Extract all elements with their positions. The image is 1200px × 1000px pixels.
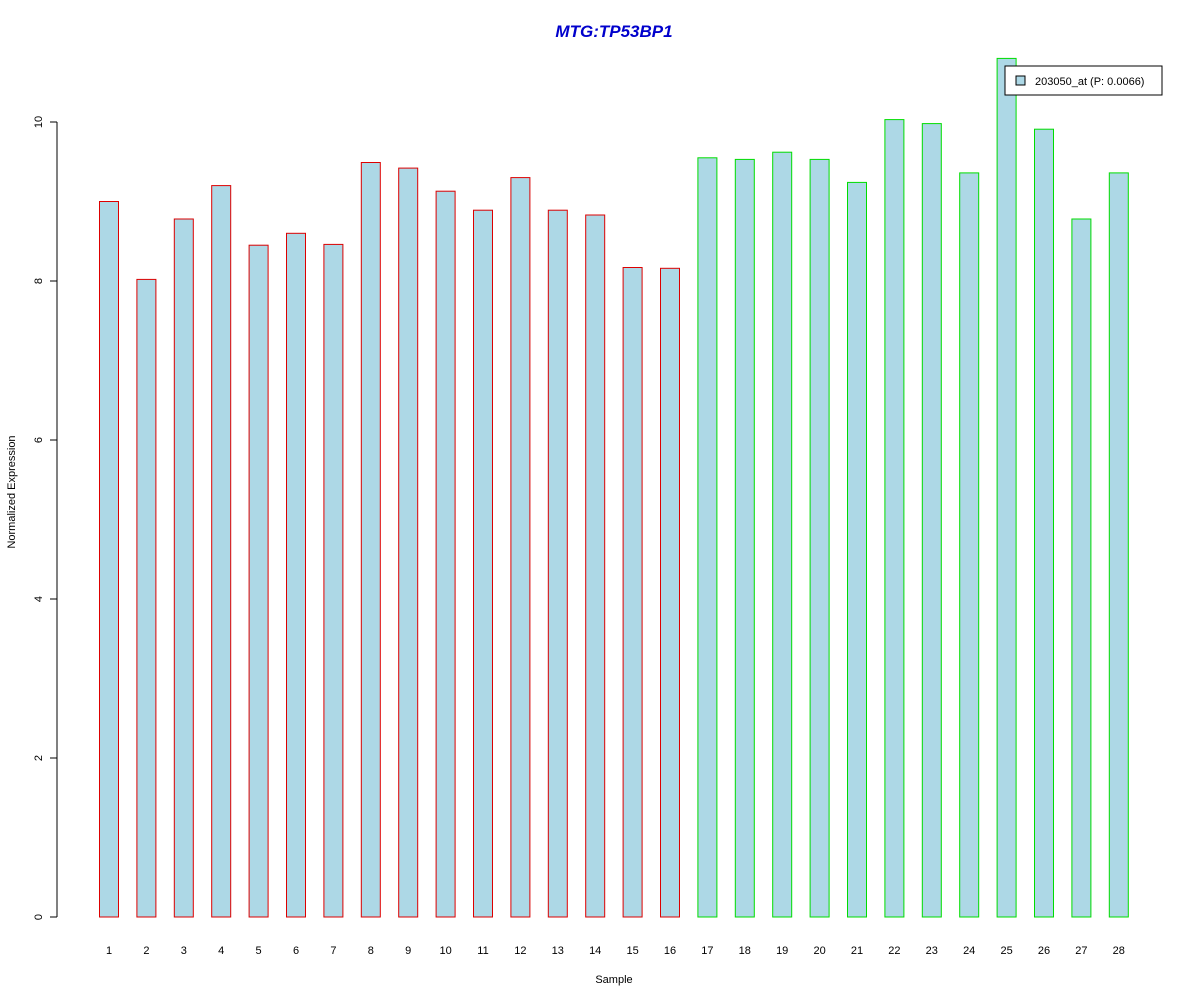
- x-tick-label: 1: [106, 945, 112, 957]
- y-axis-label: Normalized Expression: [6, 435, 18, 548]
- x-tick-label: 13: [552, 945, 564, 957]
- y-tick-label: 8: [33, 278, 45, 284]
- x-tick-label: 21: [851, 945, 863, 957]
- x-tick-label: 8: [368, 945, 374, 957]
- legend-box: [1004, 65, 1163, 96]
- x-tick-label: 3: [181, 945, 187, 957]
- bar-sample-17: [697, 157, 718, 918]
- bar-sample-28: [1108, 172, 1129, 918]
- bar-sample-11: [473, 209, 493, 918]
- legend: 203050_at (P: 0.0066): [1004, 65, 1163, 96]
- x-tick-label: 26: [1038, 945, 1050, 957]
- x-tick-label: 9: [405, 945, 411, 957]
- x-tick-label: 7: [330, 945, 336, 957]
- x-tick-label: 24: [963, 945, 975, 957]
- bar-sample-26: [1034, 128, 1054, 918]
- bar-sample-18: [734, 158, 755, 918]
- x-tick-label: 17: [701, 945, 713, 957]
- x-tick-label: 27: [1075, 945, 1087, 957]
- x-tick-label: 5: [256, 945, 262, 957]
- bar-sample-27: [1071, 218, 1092, 918]
- bar-sample-9: [398, 167, 419, 918]
- bar-sample-8: [360, 162, 381, 918]
- bar-sample-12: [510, 177, 531, 918]
- x-tick-label: 4: [218, 945, 224, 957]
- y-tick-label: 4: [33, 596, 45, 602]
- chart-title: MTG:TP53BP1: [555, 22, 672, 41]
- x-tick-label: 22: [888, 945, 900, 957]
- bar-sample-24: [959, 172, 980, 918]
- bar-sample-13: [547, 209, 568, 918]
- x-tick-label: 14: [589, 945, 601, 957]
- bars-group: [99, 57, 1129, 918]
- bar-sample-22: [884, 119, 905, 918]
- bar-sample-23: [921, 123, 942, 918]
- bar-sample-10: [435, 190, 456, 918]
- y-axis: 0 2 4 6 8 10: [33, 116, 58, 920]
- legend-label: 203050_at (P: 0.0066): [1035, 76, 1144, 88]
- legend-swatch: [1015, 75, 1026, 86]
- bar-sample-25: [996, 57, 1017, 918]
- bar-sample-4: [211, 185, 232, 918]
- bar-sample-19: [772, 151, 793, 918]
- bar-sample-6: [286, 232, 306, 918]
- x-tick-labels: 1 2 3 4 5 6 7 8 9 10 11 12 13 14 15 16 17 18 19 20 21 22 23 24 2…: [106, 945, 1125, 957]
- x-tick-label: 18: [739, 945, 751, 957]
- x-tick-label: 25: [1000, 945, 1012, 957]
- bar-sample-5: [248, 244, 269, 918]
- bar-sample-15: [622, 267, 643, 918]
- x-tick-label: 19: [776, 945, 788, 957]
- y-tick-label: 2: [33, 755, 45, 761]
- bar-sample-2: [136, 278, 157, 918]
- x-tick-label: 23: [926, 945, 938, 957]
- x-tick-label: 16: [664, 945, 676, 957]
- bar-sample-1: [99, 201, 119, 918]
- x-axis-label: Sample: [595, 974, 632, 986]
- x-tick-label: 10: [439, 945, 451, 957]
- x-tick-label: 20: [813, 945, 825, 957]
- bar-sample-16: [660, 267, 680, 918]
- bar-sample-14: [585, 214, 606, 918]
- x-tick-label: 28: [1113, 945, 1125, 957]
- bar-sample-20: [809, 158, 830, 918]
- bar-sample-7: [323, 243, 344, 918]
- y-tick-label: 10: [33, 116, 45, 128]
- x-tick-label: 11: [477, 945, 488, 957]
- bar-sample-21: [847, 181, 867, 918]
- x-tick-label: 6: [293, 945, 299, 957]
- x-tick-label: 15: [626, 945, 638, 957]
- x-tick-label: 12: [514, 945, 526, 957]
- y-tick-label: 6: [33, 437, 45, 443]
- x-tick-label: 2: [143, 945, 149, 957]
- bar-sample-3: [173, 218, 194, 918]
- y-tick-label: 0: [33, 914, 45, 920]
